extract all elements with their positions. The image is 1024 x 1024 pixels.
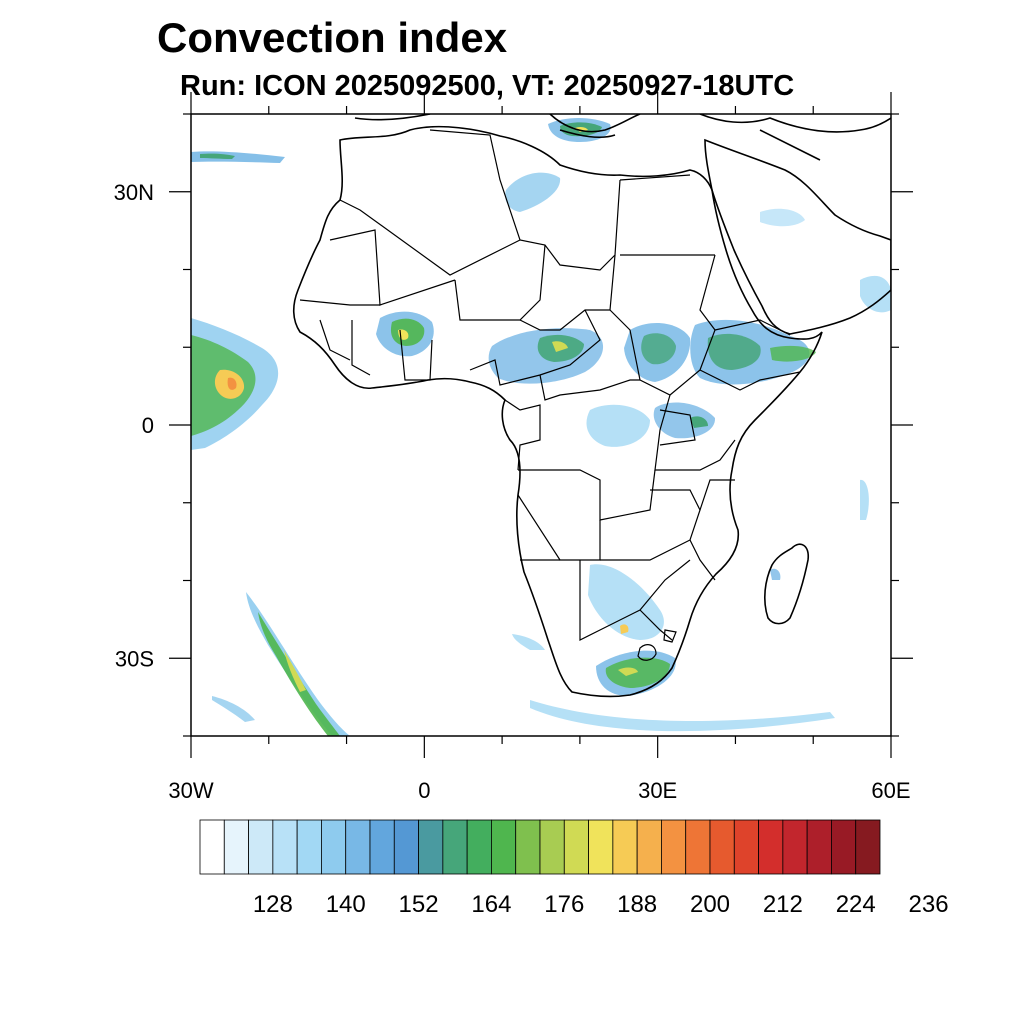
country-borders [299,129,801,661]
colorbar-swatch [709,819,735,875]
colorbar-swatch [442,819,468,875]
colorbar-swatch [515,819,541,875]
colorbar-swatch [612,819,638,875]
plot-subtitle: Run: ICON 2025092500, VT: 20250927-18UTC [180,70,795,102]
lat-tick-label: 30S [115,646,154,671]
colorbar-swatch [661,819,687,875]
colorbar-swatch [272,819,298,875]
colorbar-tick-label: 224 [836,891,876,918]
plot-title: Convection index [157,14,508,61]
colorbar-tick-label: 152 [399,891,439,918]
colorbar-swatch [321,819,347,875]
colorbar-tick-label: 176 [544,891,584,918]
colorbar-swatch [345,819,371,875]
map-frame [190,113,892,737]
colorbar-swatch [418,819,444,875]
colorbar: 128 140 152 164 176 188 200 212 224 236 [199,819,949,918]
colorbar-tick-label: 236 [909,891,949,918]
colorbar-swatch [539,819,565,875]
convection-field [191,118,891,736]
colorbar-swatch [685,819,711,875]
colorbar-swatch [855,819,881,875]
colorbar-swatch [223,819,249,875]
colorbar-swatch [636,819,662,875]
colorbar-swatch [563,819,589,875]
lat-tick-label: 30N [114,180,154,205]
colorbar-swatch [831,819,857,875]
colorbar-tick-label: 200 [690,891,730,918]
colorbar-swatch [491,819,517,875]
colorbar-tick-label: 164 [471,891,511,918]
colorbar-tick-label: 140 [326,891,366,918]
lon-tick-label: 60E [871,778,910,803]
colorbar-swatch [806,819,832,875]
axis-layer: 30W 0 30E 60E 30N 0 30S [114,92,913,803]
colorbar-swatch [466,819,492,875]
colorbar-swatch [199,819,225,875]
lon-tick-label: 30E [638,778,677,803]
colorbar-tick-label: 212 [763,891,803,918]
lat-tick-label: 0 [142,413,154,438]
lon-tick-label: 30W [168,778,213,803]
colorbar-tick-label: 128 [253,891,293,918]
colorbar-tick-label: 188 [617,891,657,918]
colorbar-swatch [733,819,759,875]
colorbar-swatch [588,819,614,875]
colorbar-swatch [296,819,322,875]
coastlines [292,114,891,698]
colorbar-swatch [248,819,274,875]
colorbar-swatch [782,819,808,875]
colorbar-swatch [369,819,395,875]
lon-tick-label: 0 [418,778,430,803]
colorbar-swatch [758,819,784,875]
colorbar-swatch [393,819,419,875]
